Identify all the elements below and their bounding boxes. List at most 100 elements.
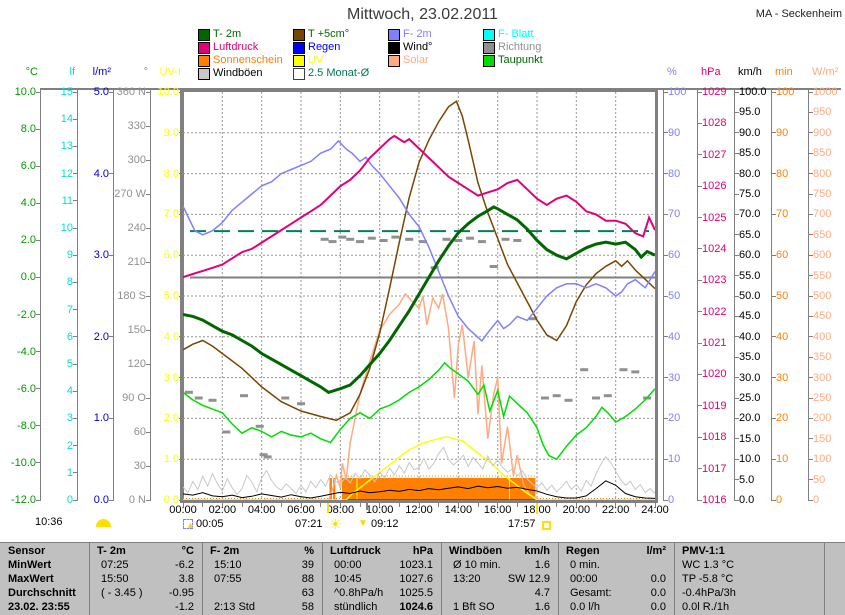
axis-label-lf: 12: [60, 167, 73, 180]
axis-label-lf: 4: [66, 385, 73, 398]
axis-tick: [146, 295, 150, 297]
axis-tick: [36, 499, 40, 501]
axis-label-UV-I: 5.0: [163, 290, 179, 302]
hour-tick: [359, 503, 361, 507]
axis-label-km/h: 40.0: [739, 330, 761, 343]
hour-tick: [202, 503, 204, 507]
axis-tick: [809, 336, 813, 338]
axis-label-hPa: 1023: [702, 274, 727, 287]
wind-direction-mark: [297, 402, 305, 406]
table-cell-pmv: TP -5.8 °C: [682, 573, 734, 585]
legend-label: Solar: [403, 54, 429, 66]
axis-unit-lf: lf: [69, 66, 76, 78]
axis-tick: [735, 132, 739, 134]
hour-tick: [320, 503, 322, 507]
axis-tick: [735, 91, 739, 93]
axis-tick: [698, 279, 702, 281]
series-wind: [183, 480, 655, 499]
legend-swatch-Richtung: [483, 42, 495, 54]
axis-label-W/m²: 300: [813, 371, 832, 384]
axis-tick: [698, 248, 702, 250]
axis-label-min: 60: [776, 249, 789, 262]
table-cell-time: 10:45: [334, 573, 362, 585]
axis-tick: [73, 499, 77, 501]
axis-line-°: [150, 89, 151, 501]
axis-label-lf: 15: [60, 86, 73, 98]
table-header-name: Luftdruck: [330, 545, 381, 557]
axis-label-lf: 9: [66, 249, 73, 262]
axis-tick: [36, 388, 40, 390]
sunset-time: 17:57: [508, 518, 536, 530]
axis-label-lf: 14: [60, 113, 73, 126]
axis-label-hPa: 1021: [702, 337, 727, 350]
axis-label-W/m²: 100: [813, 453, 832, 466]
axis-tick: [664, 91, 668, 93]
axis-label-%: 40: [668, 330, 681, 343]
axis-tick: [73, 227, 77, 229]
hour-tick: [221, 503, 223, 507]
axis-label-UV-I: 4.0: [163, 330, 179, 343]
axis-tick: [146, 261, 150, 263]
legend-swatch-Luftdruck: [198, 42, 210, 54]
axis-tick: [73, 91, 77, 93]
axis-label-W/m²: 750: [813, 188, 832, 200]
axis-tick: [146, 329, 150, 331]
wind-direction-mark: [513, 239, 522, 242]
table-cell-time: 07:55: [214, 573, 242, 585]
axis-tick: [146, 431, 150, 433]
axis-label-hPa: 1020: [702, 368, 727, 381]
axis-tick: [36, 202, 40, 204]
legend-label: F- 2m: [403, 28, 432, 40]
axis-tick: [664, 417, 668, 419]
axis-label-°: 330: [127, 120, 146, 132]
axis-tick: [809, 91, 813, 93]
x-axis-label: 00:00: [169, 504, 197, 516]
table-cell-time: ( - 3.45 ): [101, 587, 143, 599]
axis-tick: [73, 200, 77, 202]
legend-swatch-Wind°: [388, 42, 400, 54]
page-title: Mittwoch, 23.02.2011: [347, 6, 498, 23]
table-row-label: MaxWert: [8, 573, 54, 585]
legend-label: T- 2m: [213, 28, 242, 40]
table-header-unit: °C: [181, 545, 194, 557]
legend-label: Windböen: [213, 67, 263, 79]
legend-swatch-T +5cm°: [293, 29, 305, 41]
axis-label-hPa: 1018: [702, 431, 727, 444]
axis-label-W/m²: 400: [813, 330, 832, 343]
axis-label-l/m²: 1.0: [93, 412, 109, 425]
axis-tick: [809, 275, 813, 277]
axis-tick: [73, 254, 77, 256]
legend-label: UV: [308, 54, 324, 66]
legend-label: Regen: [308, 41, 341, 53]
axis-tick: [73, 472, 77, 474]
series-taupunkt: [183, 361, 655, 461]
moonrise-icon: [183, 519, 193, 529]
axis-tick: [735, 234, 739, 236]
table-divider: [322, 543, 323, 615]
table-cell-value: 1025.5: [399, 587, 433, 599]
table-cell-pmv: WC 1.3 °C: [682, 559, 735, 571]
axis-tick: [735, 295, 739, 297]
axis-label-lf: 7: [66, 303, 73, 316]
axis-tick: [735, 377, 739, 379]
axis-tick: [735, 356, 739, 358]
wind-direction-mark: [580, 368, 589, 372]
table-header-name: F- 2m: [210, 545, 240, 557]
axis-tick: [809, 377, 813, 379]
axis-tick: [146, 499, 150, 501]
axis-label-lf: 10: [60, 222, 73, 234]
axis-label-min: 50: [776, 290, 789, 302]
moonset-tick: [366, 503, 368, 510]
axis-label-l/m²: 0.0: [93, 494, 109, 506]
hour-tick: [516, 503, 518, 507]
table-cell-time: 0 min.: [570, 559, 600, 571]
axis-label-km/h: 15.0: [739, 432, 761, 445]
axis-unit-°: °: [143, 66, 148, 78]
table-cell-time: 1 Bft SO: [453, 601, 495, 613]
axis-tick: [73, 145, 77, 147]
axis-label-lf: 3: [66, 412, 73, 425]
axis-label-km/h: 45.0: [739, 310, 761, 323]
axis-label-hPa: 1016: [702, 494, 727, 506]
axis-label-°: 150: [127, 324, 146, 336]
axis-label-°C: -4.0: [17, 345, 36, 358]
